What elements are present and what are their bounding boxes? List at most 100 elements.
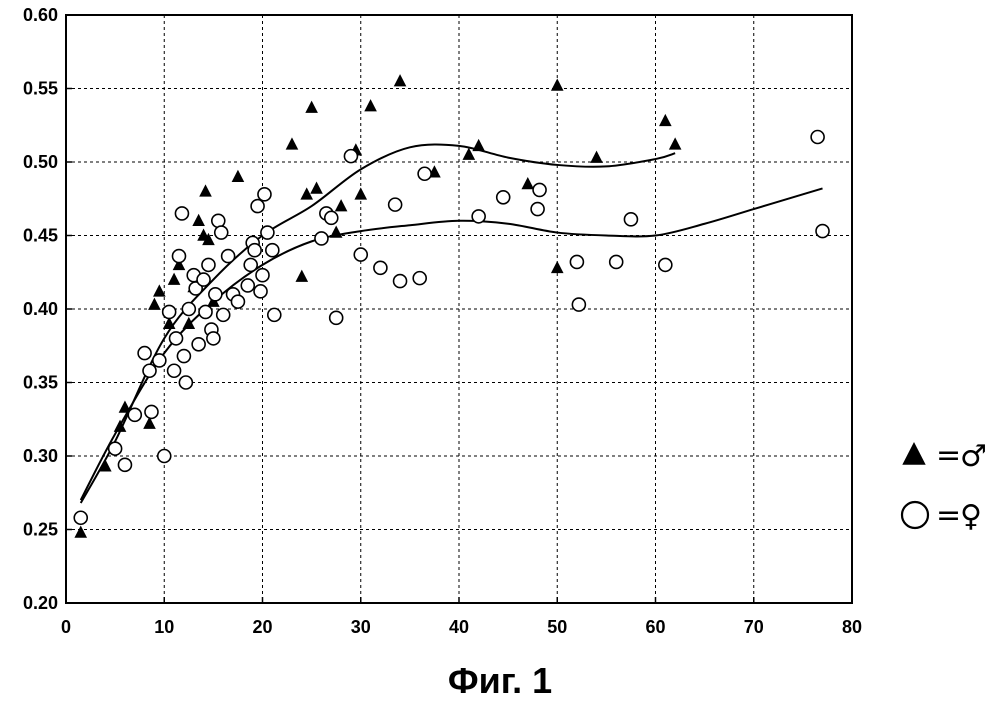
point-male	[521, 177, 534, 189]
point-female	[497, 191, 510, 204]
point-female	[168, 364, 181, 377]
y-tick-label: 0.60	[23, 5, 58, 25]
x-tick-label: 20	[252, 617, 272, 637]
point-female	[118, 458, 131, 471]
data-points	[74, 74, 829, 538]
point-female	[610, 255, 623, 268]
point-female	[344, 150, 357, 163]
x-tick-label: 30	[351, 617, 371, 637]
point-male	[590, 151, 603, 163]
point-female	[258, 188, 271, 201]
point-male	[296, 270, 309, 282]
point-female	[179, 376, 192, 389]
point-female	[256, 269, 269, 282]
point-female	[268, 308, 281, 321]
legend-marker-female	[902, 502, 928, 528]
point-female	[261, 226, 274, 239]
point-male	[551, 261, 564, 273]
point-female	[172, 250, 185, 263]
point-male	[659, 114, 672, 126]
point-female	[254, 285, 267, 298]
point-male	[148, 298, 161, 310]
x-tick-label: 10	[154, 617, 174, 637]
y-tick-label: 0.55	[23, 79, 58, 99]
y-tick-label: 0.25	[23, 520, 58, 540]
point-female	[816, 225, 829, 238]
point-female	[143, 364, 156, 377]
point-male	[310, 181, 323, 193]
point-female	[251, 200, 264, 213]
point-female	[215, 226, 228, 239]
point-female	[624, 213, 637, 226]
y-tick-label: 0.40	[23, 299, 58, 319]
legend: =♂=♀	[902, 438, 987, 534]
point-female	[533, 183, 546, 196]
point-female	[175, 207, 188, 220]
point-female	[413, 272, 426, 285]
legend-label-female: ♀	[960, 499, 982, 534]
point-male	[354, 187, 367, 199]
point-female	[128, 408, 141, 421]
point-female	[153, 354, 166, 367]
x-tick-label: 60	[645, 617, 665, 637]
point-male	[305, 101, 318, 113]
figure-caption: Фиг. 1	[0, 660, 1000, 702]
point-female	[659, 258, 672, 271]
point-male	[232, 170, 245, 182]
point-female	[315, 232, 328, 245]
point-female	[325, 211, 338, 224]
legend-label-male: ♂	[960, 439, 987, 474]
legend-marker-male	[902, 442, 925, 465]
point-female	[418, 167, 431, 180]
y-tick-label: 0.30	[23, 446, 58, 466]
point-female	[572, 298, 585, 311]
point-male	[551, 79, 564, 91]
point-female	[222, 250, 235, 263]
point-female	[389, 198, 402, 211]
point-female	[266, 244, 279, 257]
point-male	[192, 214, 205, 226]
point-female	[231, 295, 244, 308]
axis-ticks: 010203040506070800.200.250.300.350.400.4…	[23, 5, 862, 637]
point-female	[207, 332, 220, 345]
point-male	[394, 74, 407, 86]
point-female	[374, 261, 387, 274]
point-female	[138, 347, 151, 360]
point-female	[241, 279, 254, 292]
point-female	[217, 308, 230, 321]
legend-equals: =	[936, 438, 961, 473]
x-tick-label: 0	[61, 617, 71, 637]
y-tick-label: 0.35	[23, 373, 58, 393]
x-tick-label: 70	[744, 617, 764, 637]
x-tick-label: 40	[449, 617, 469, 637]
point-female	[192, 338, 205, 351]
point-female	[212, 214, 225, 227]
point-female	[158, 450, 171, 463]
legend-equals: =	[936, 498, 961, 533]
y-tick-label: 0.50	[23, 152, 58, 172]
point-female	[209, 288, 222, 301]
point-female	[74, 511, 87, 524]
point-female	[811, 131, 824, 144]
point-female	[197, 273, 210, 286]
point-female	[199, 305, 212, 318]
point-female	[354, 248, 367, 261]
x-tick-label: 50	[547, 617, 567, 637]
point-male	[286, 137, 299, 149]
y-tick-label: 0.20	[23, 593, 58, 613]
point-male	[330, 226, 343, 238]
point-female	[145, 405, 158, 418]
point-female	[170, 332, 183, 345]
point-female	[472, 210, 485, 223]
point-male	[199, 184, 212, 196]
point-female	[248, 244, 261, 257]
point-male	[335, 199, 348, 211]
point-female	[202, 258, 215, 271]
point-male	[669, 137, 682, 149]
point-female	[109, 442, 122, 455]
point-male	[472, 139, 485, 151]
point-female	[394, 275, 407, 288]
point-male	[168, 273, 181, 285]
point-female	[182, 303, 195, 316]
